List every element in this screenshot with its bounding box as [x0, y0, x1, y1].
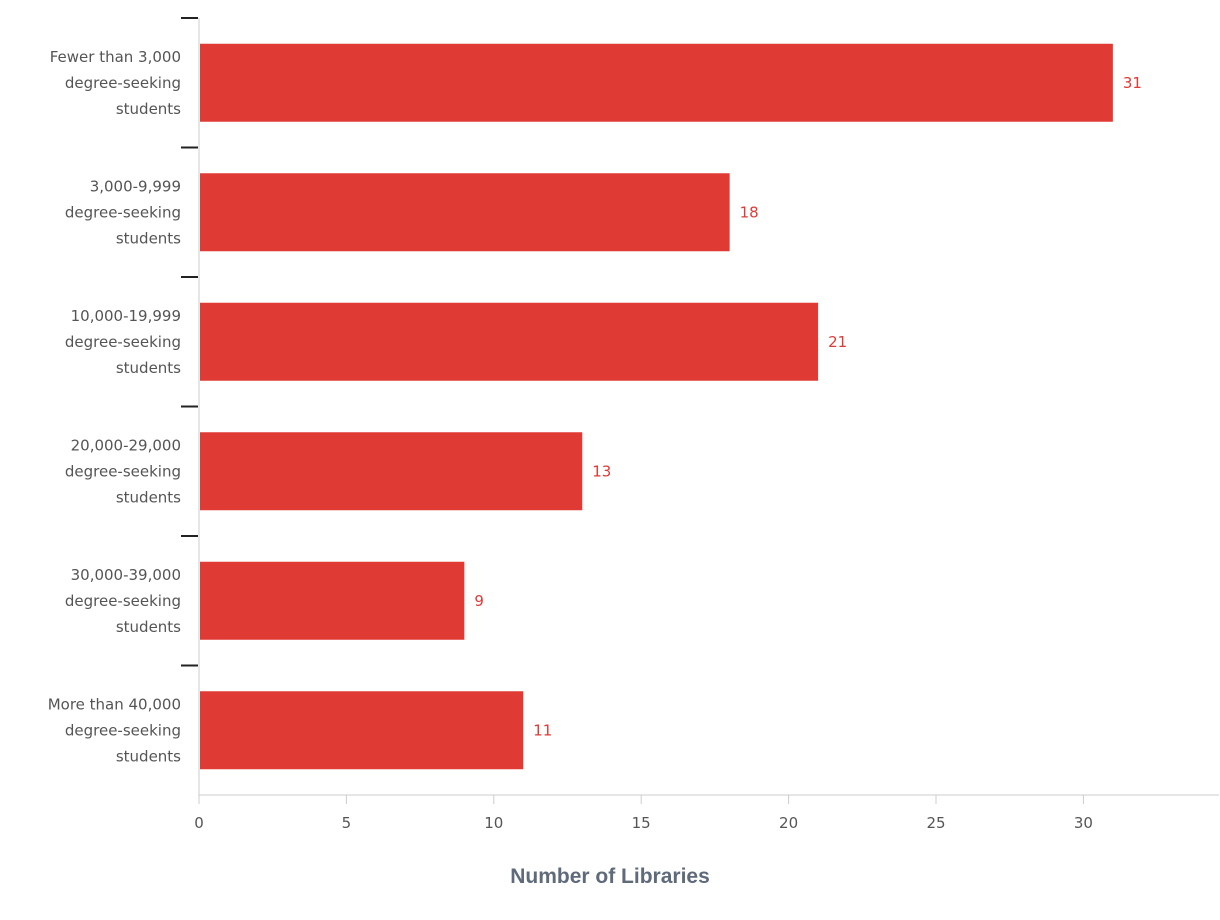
y-category-label: 10,000-19,999 degree-seeking students: [65, 307, 181, 377]
y-category-label-line: degree-seeking: [65, 721, 181, 739]
y-category-label-line: 3,000-9,999: [90, 177, 181, 195]
x-tick-label: 15: [632, 814, 651, 832]
bar-value-label: 13: [592, 462, 611, 480]
bar: [200, 691, 524, 770]
y-category-label-line: degree-seeking: [65, 333, 181, 351]
y-category-label: Fewer than 3,000 degree-seeking students: [50, 48, 181, 118]
y-category-label-line: students: [116, 488, 181, 506]
axes-layer: [181, 17, 1219, 804]
y-category-label-line: 30,000-39,000: [71, 566, 181, 584]
y-category-label-line: students: [116, 618, 181, 636]
y-category-label-line: degree-seeking: [65, 203, 181, 221]
y-category-label: More than 40,000 degree-seeking students: [48, 695, 181, 765]
bar: [200, 561, 465, 640]
bar-value-label: 31: [1123, 74, 1142, 92]
x-tick-label: 10: [484, 814, 503, 832]
y-category-label-line: students: [116, 747, 181, 765]
y-category-label: 30,000-39,000 degree-seeking students: [65, 566, 181, 636]
bar-value-label: 21: [828, 333, 847, 351]
labels-layer: 31 Fewer than 3,000 degree-seeking students…: [48, 48, 1142, 832]
y-category-label: 3,000-9,999 degree-seeking students: [65, 177, 181, 247]
y-category-label-line: degree-seeking: [65, 462, 181, 480]
bars-layer: [200, 43, 1113, 770]
y-category-label-line: Fewer than 3,000: [50, 48, 181, 66]
x-axis-title: Number of Libraries: [510, 865, 710, 888]
bar: [200, 432, 583, 511]
bar: [200, 173, 730, 252]
y-category-label-line: students: [116, 100, 181, 118]
bar: [200, 302, 819, 381]
y-category-label-line: degree-seeking: [65, 74, 181, 92]
y-category-label-line: students: [116, 229, 181, 247]
y-category-label: 20,000-29,000 degree-seeking students: [65, 436, 181, 506]
bar-value-label: 9: [474, 592, 484, 610]
bar: [200, 43, 1113, 122]
bar-value-label: 18: [740, 203, 759, 221]
y-category-label-line: 10,000-19,999: [71, 307, 181, 325]
x-tick-label: 20: [779, 814, 798, 832]
x-tick-label: 25: [926, 814, 945, 832]
y-category-label-line: More than 40,000: [48, 695, 181, 713]
y-category-label-line: 20,000-29,000: [71, 436, 181, 454]
x-tick-label: 0: [194, 814, 204, 832]
x-tick-label: 5: [342, 814, 352, 832]
y-category-label-line: degree-seeking: [65, 592, 181, 610]
y-category-label-line: students: [116, 359, 181, 377]
bar-value-label: 11: [533, 721, 552, 739]
x-tick-label: 30: [1074, 814, 1093, 832]
